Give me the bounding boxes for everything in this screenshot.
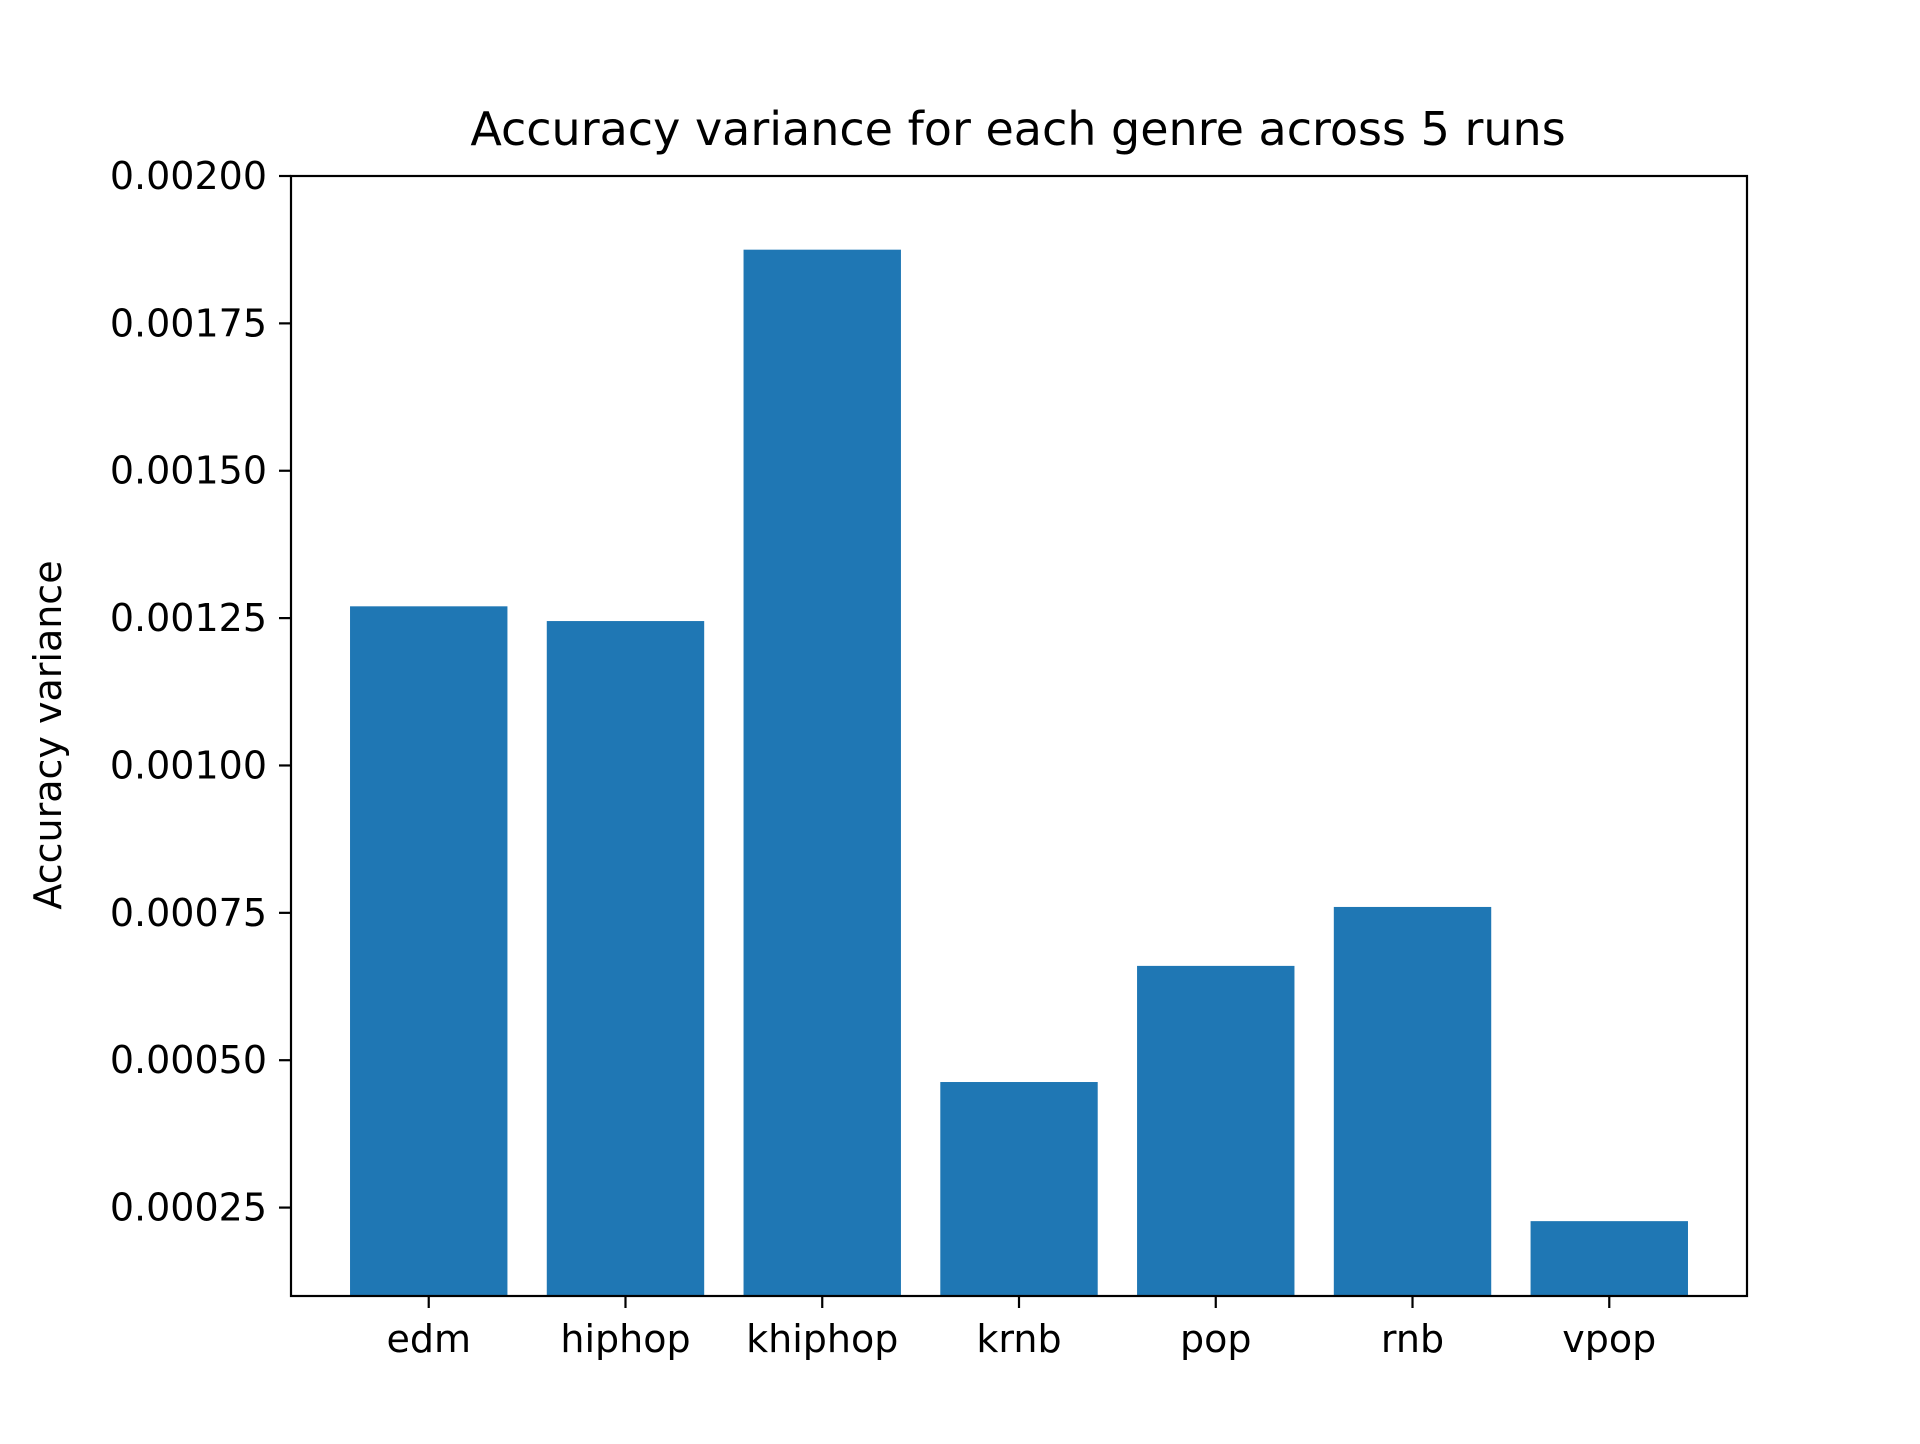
x-tick-label-krnb: krnb [976, 1317, 1061, 1361]
y-tick-label: 0.00050 [110, 1038, 267, 1082]
bars-layer [350, 249, 1688, 1297]
y-tick-label: 0.00175 [110, 301, 267, 345]
bar-rnb [1333, 906, 1492, 1296]
y-tick-label: 0.00025 [110, 1186, 267, 1230]
x-tick-label-hiphop: hiphop [560, 1317, 690, 1361]
bar-krnb [940, 1082, 1098, 1296]
y-tick-label: 0.00125 [110, 596, 267, 640]
plot-area-frame [289, 174, 1749, 1298]
x-axis: edm hiphop khiphop krnb pop rnb vpop [386, 1296, 1656, 1361]
chart-title: Accuracy variance for each genre across … [470, 102, 1565, 156]
y-tick-label: 0.00200 [110, 154, 267, 198]
bar-khiphop [743, 249, 901, 1297]
bar-vpop [1530, 1221, 1688, 1296]
x-tick-label-pop: pop [1180, 1317, 1252, 1361]
y-tick-label: 0.00100 [110, 743, 267, 787]
x-tick-label-rnb: rnb [1381, 1317, 1444, 1361]
bar-pop [1137, 965, 1295, 1296]
y-tick-label: 0.00150 [110, 449, 267, 493]
x-tick-label-edm: edm [386, 1317, 471, 1361]
y-axis: 0.00025 0.00050 0.00075 0.00100 0.00125 0.001… [110, 154, 291, 1230]
bar-hiphop [546, 621, 705, 1296]
y-tick-label: 0.00075 [110, 891, 267, 935]
bar-edm [350, 606, 508, 1296]
x-tick-label-vpop: vpop [1562, 1317, 1656, 1361]
x-tick-label-khiphop: khiphop [746, 1317, 898, 1361]
y-axis-label: Accuracy variance [26, 560, 70, 909]
